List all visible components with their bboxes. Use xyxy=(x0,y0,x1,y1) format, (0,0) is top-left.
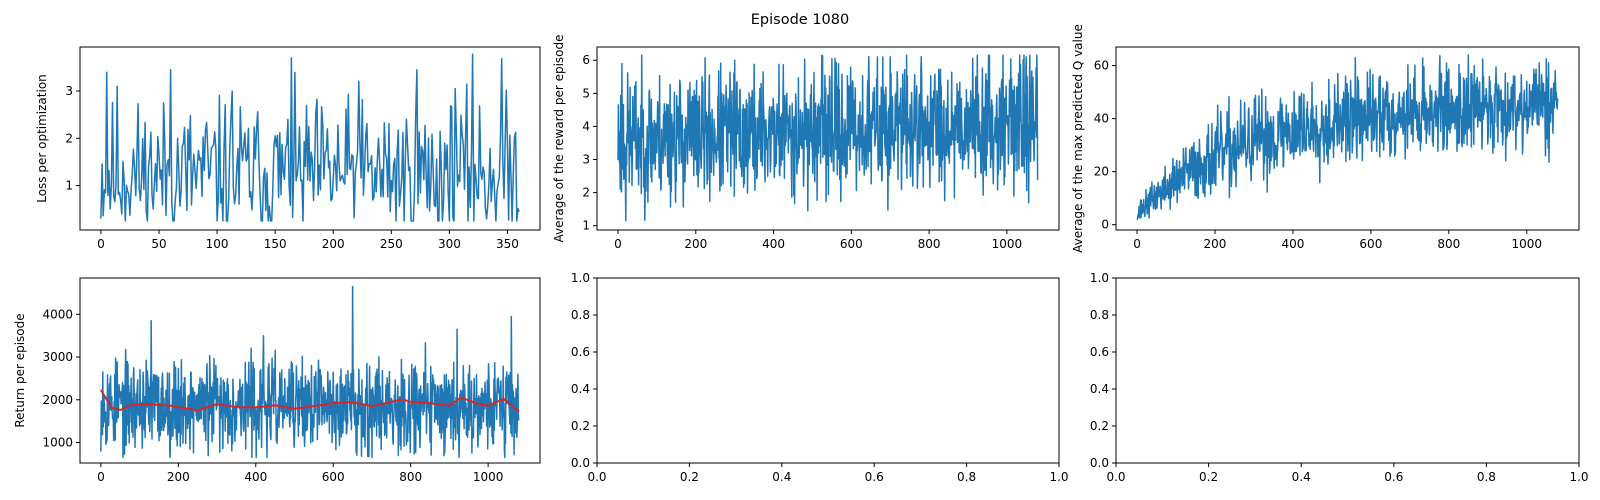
x-tick-label: 800 xyxy=(918,237,941,251)
x-tick-label: 0.2 xyxy=(1199,470,1218,484)
x-tick-label: 400 xyxy=(244,470,267,484)
x-tick-label: 1.0 xyxy=(1049,470,1068,484)
x-tick-label: 0.8 xyxy=(1477,470,1496,484)
x-tick-label: 600 xyxy=(1359,237,1382,251)
y-tick-label: 2 xyxy=(582,186,590,200)
y-tick-label: 0.4 xyxy=(1090,382,1109,396)
chart-qvalue: 0 200 400 600 800 1000 0 20 40 60 Average of the m… xyxy=(1071,24,1580,253)
y-tick-label: 2 xyxy=(65,131,73,145)
x-tick-label: 50 xyxy=(151,237,166,251)
chart-return: 0 200 400 600 800 1000 1000 2000 3000 4000 Return … xyxy=(13,277,541,484)
y-tick-label: 1 xyxy=(582,219,590,233)
x-tick-label: 200 xyxy=(1204,237,1227,251)
chart-empty1: 0.0 0.2 0.4 0.6 0.8 1.0 0.0 0.2 0.4 0.6 0.8 1.0 xyxy=(571,271,1069,484)
x-tick-label: 250 xyxy=(380,237,403,251)
axes-frame xyxy=(596,277,1060,464)
y-tick-label: 40 xyxy=(1094,112,1109,126)
x-tick-label: 0.4 xyxy=(1292,470,1311,484)
x-tick-label: 0 xyxy=(1133,237,1141,251)
x-tick-label: 800 xyxy=(399,470,422,484)
x-tick-label: 600 xyxy=(322,470,345,484)
x-tick-label: 350 xyxy=(496,237,519,251)
y-tick-label: 2000 xyxy=(42,393,73,407)
axes-frame xyxy=(79,277,541,464)
x-tick-label: 0.6 xyxy=(865,470,884,484)
y-tick-label: 0.6 xyxy=(1090,345,1109,359)
y-tick-label: 4000 xyxy=(42,307,73,321)
series-line-return-1 xyxy=(100,389,520,413)
y-axis-label: Average of the reward per episode xyxy=(552,34,566,242)
series-line-loss-0 xyxy=(100,53,520,222)
y-tick-label: 0 xyxy=(1101,218,1109,232)
chart-reward: 0 200 400 600 800 1000 1 2 3 4 5 6 Average of the re… xyxy=(552,34,1060,251)
x-tick-label: 0.0 xyxy=(587,470,606,484)
x-tick-label: 1000 xyxy=(992,237,1023,251)
series-line-reward-0 xyxy=(617,54,1039,222)
y-tick-label: 0.8 xyxy=(571,308,590,322)
axes-frame xyxy=(1115,277,1580,464)
y-tick-label: 0.0 xyxy=(571,456,590,470)
y-tick-label: 0.6 xyxy=(571,345,590,359)
y-tick-label: 0.2 xyxy=(1090,419,1109,433)
x-tick-label: 400 xyxy=(1281,237,1304,251)
series-line-return-0 xyxy=(100,285,520,459)
x-tick-label: 200 xyxy=(684,237,707,251)
x-tick-label: 600 xyxy=(840,237,863,251)
x-tick-label: 0.2 xyxy=(680,470,699,484)
axes-frame xyxy=(1115,46,1580,231)
y-tick-label: 0.4 xyxy=(571,382,590,396)
y-tick-label: 0.2 xyxy=(571,419,590,433)
y-tick-label: 6 xyxy=(582,53,590,67)
chart-loss: 0 50 100 150 200 250 300 350 1 2 3 Loss per optimiz… xyxy=(35,46,541,251)
y-tick-label: 0.8 xyxy=(1090,308,1109,322)
y-tick-label: 1 xyxy=(65,179,73,193)
x-tick-label: 400 xyxy=(762,237,785,251)
y-tick-label: 60 xyxy=(1094,59,1109,73)
x-tick-label: 0.4 xyxy=(772,470,791,484)
series-line-qvalue-0 xyxy=(1136,54,1559,221)
y-axis-label: Average of the max predicted Q value xyxy=(1071,24,1085,253)
x-tick-label: 300 xyxy=(438,237,461,251)
x-tick-label: 200 xyxy=(167,470,190,484)
x-tick-label: 800 xyxy=(1437,237,1460,251)
y-tick-label: 0.0 xyxy=(1090,456,1109,470)
y-tick-label: 20 xyxy=(1094,165,1109,179)
x-tick-label: 0.0 xyxy=(1106,470,1125,484)
y-tick-label: 1.0 xyxy=(571,271,590,285)
axes-frame xyxy=(596,46,1060,231)
x-tick-label: 1000 xyxy=(473,470,504,484)
x-tick-label: 0.8 xyxy=(957,470,976,484)
y-tick-label: 3 xyxy=(65,84,73,98)
figure-suptitle: Episode 1080 xyxy=(751,12,849,28)
x-tick-label: 150 xyxy=(264,237,287,251)
y-tick-label: 5 xyxy=(582,86,590,100)
y-tick-label: 1.0 xyxy=(1090,271,1109,285)
x-tick-label: 0.6 xyxy=(1384,470,1403,484)
x-tick-label: 0 xyxy=(614,237,622,251)
chart-empty2: 0.0 0.2 0.4 0.6 0.8 1.0 0.0 0.2 0.4 0.6 0.8 1.0 xyxy=(1090,271,1589,484)
y-tick-label: 3000 xyxy=(42,350,73,364)
x-tick-label: 1.0 xyxy=(1569,470,1588,484)
y-axis-label: Return per episode xyxy=(13,313,27,427)
x-tick-label: 200 xyxy=(322,237,345,251)
x-tick-label: 100 xyxy=(206,237,229,251)
x-tick-label: 0 xyxy=(97,470,105,484)
y-tick-label: 4 xyxy=(582,119,590,133)
x-tick-label: 0 xyxy=(97,237,105,251)
x-tick-label: 1000 xyxy=(1512,237,1543,251)
y-tick-label: 1000 xyxy=(42,435,73,449)
y-tick-label: 3 xyxy=(582,153,590,167)
y-axis-label: Loss per optimization xyxy=(35,74,49,203)
